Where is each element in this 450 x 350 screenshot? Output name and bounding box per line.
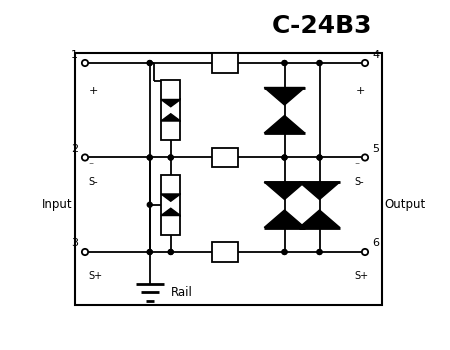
Polygon shape (161, 114, 180, 121)
Circle shape (168, 250, 173, 254)
Text: Rail: Rail (171, 286, 193, 299)
Text: S-: S- (355, 177, 364, 187)
Text: S+: S+ (355, 271, 369, 281)
Bar (161, 175, 180, 234)
Polygon shape (161, 208, 180, 216)
Text: 3: 3 (71, 238, 78, 248)
Circle shape (317, 155, 322, 160)
Bar (161, 80, 180, 140)
Circle shape (282, 61, 287, 65)
Circle shape (317, 250, 322, 254)
Text: +: + (356, 86, 365, 96)
Polygon shape (264, 116, 305, 133)
Circle shape (362, 249, 368, 255)
Circle shape (147, 250, 152, 254)
Text: Output: Output (384, 198, 426, 211)
Circle shape (282, 61, 287, 65)
Circle shape (317, 61, 322, 65)
Circle shape (82, 154, 88, 161)
Text: Input: Input (42, 198, 73, 211)
Circle shape (168, 250, 173, 254)
Polygon shape (299, 210, 340, 228)
Circle shape (282, 155, 287, 160)
Circle shape (147, 61, 152, 65)
Bar (212, 53, 238, 73)
Bar (212, 148, 238, 167)
Text: C-24B3: C-24B3 (271, 14, 372, 38)
Circle shape (168, 155, 173, 160)
Polygon shape (264, 88, 305, 105)
Circle shape (147, 61, 152, 65)
Circle shape (147, 155, 152, 160)
Text: ⁻: ⁻ (355, 161, 360, 171)
Text: 4: 4 (372, 49, 379, 60)
Text: ⁻: ⁻ (89, 161, 94, 171)
Text: 6: 6 (372, 238, 379, 248)
Polygon shape (299, 182, 340, 199)
Text: +: + (89, 86, 98, 96)
Text: 5: 5 (372, 144, 379, 154)
Circle shape (317, 61, 322, 65)
Text: 2: 2 (71, 144, 78, 154)
Bar (212, 242, 238, 262)
Text: S+: S+ (89, 271, 103, 281)
Polygon shape (264, 182, 305, 199)
Circle shape (282, 250, 287, 254)
Polygon shape (264, 210, 305, 228)
Circle shape (317, 155, 322, 160)
Circle shape (147, 155, 152, 160)
Polygon shape (161, 194, 180, 201)
Circle shape (147, 202, 152, 207)
Circle shape (168, 155, 173, 160)
Bar (75, 52, 382, 304)
Circle shape (362, 154, 368, 161)
Circle shape (147, 250, 152, 254)
Circle shape (362, 60, 368, 66)
Circle shape (282, 155, 287, 160)
Circle shape (317, 250, 322, 254)
Text: S-: S- (89, 177, 98, 187)
Polygon shape (161, 99, 180, 107)
Circle shape (82, 60, 88, 66)
Circle shape (82, 249, 88, 255)
Text: 1: 1 (71, 49, 78, 60)
Circle shape (282, 250, 287, 254)
